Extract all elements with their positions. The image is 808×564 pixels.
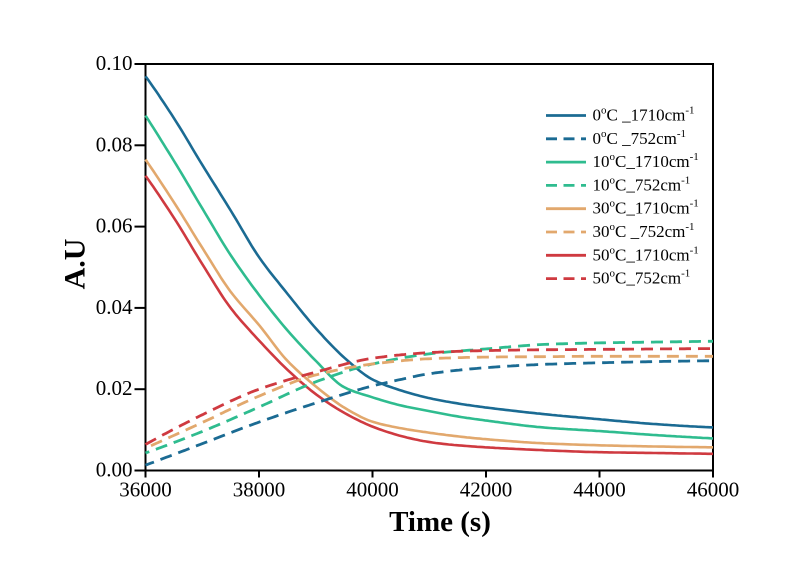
svg-text:0.10: 0.10 xyxy=(96,51,133,75)
svg-text:0.02: 0.02 xyxy=(96,376,133,400)
svg-text:50oC_1710cm-1: 50oC_1710cm-1 xyxy=(593,244,699,264)
svg-text:0oC _752cm-1: 0oC _752cm-1 xyxy=(593,128,687,148)
svg-text:30oC_1710cm-1: 30oC_1710cm-1 xyxy=(593,198,699,218)
svg-text:Time (s): Time (s) xyxy=(389,506,491,538)
svg-text:A.U: A.U xyxy=(59,239,92,290)
svg-text:38000: 38000 xyxy=(233,478,286,502)
svg-text:0.04: 0.04 xyxy=(96,295,133,319)
svg-text:10oC_752cm-1: 10oC_752cm-1 xyxy=(593,174,691,194)
svg-text:10oC_1710cm-1: 10oC_1710cm-1 xyxy=(593,151,699,171)
svg-text:42000: 42000 xyxy=(460,478,513,502)
svg-text:0.08: 0.08 xyxy=(96,132,133,156)
svg-text:30oC _752cm-1: 30oC _752cm-1 xyxy=(593,221,695,241)
svg-text:50oC_752cm-1: 50oC_752cm-1 xyxy=(593,268,691,288)
svg-text:0.06: 0.06 xyxy=(96,214,133,238)
svg-text:46000: 46000 xyxy=(687,478,740,502)
svg-text:0.00: 0.00 xyxy=(96,458,133,482)
svg-text:36000: 36000 xyxy=(119,478,172,502)
svg-text:0oC _1710cm-1: 0oC _1710cm-1 xyxy=(593,105,695,125)
svg-text:40000: 40000 xyxy=(346,478,399,502)
svg-text:44000: 44000 xyxy=(573,478,626,502)
